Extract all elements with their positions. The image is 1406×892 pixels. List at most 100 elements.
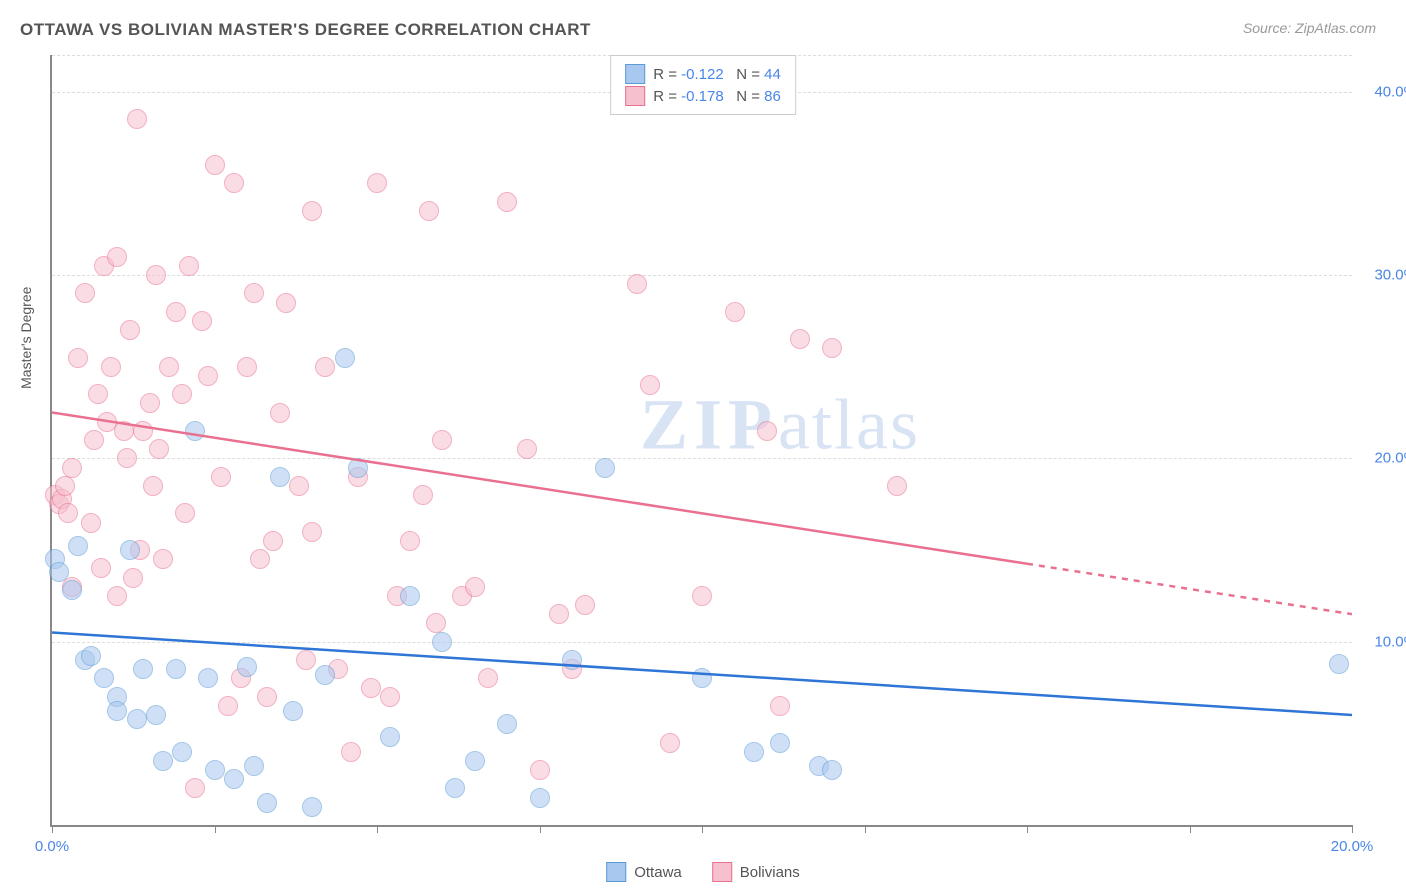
data-point — [185, 778, 205, 798]
trend-line — [1027, 564, 1352, 614]
x-tick-label: 0.0% — [35, 838, 69, 855]
data-point — [120, 320, 140, 340]
data-point — [257, 793, 277, 813]
data-point — [75, 283, 95, 303]
source-credit: Source: ZipAtlas.com — [1243, 20, 1376, 36]
watermark: ZIPatlas — [640, 383, 920, 466]
legend-swatch — [606, 862, 626, 882]
data-point — [107, 247, 127, 267]
data-point — [133, 421, 153, 441]
data-point — [244, 756, 264, 776]
legend-series: Ottawa Bolivians — [606, 862, 800, 882]
data-point — [107, 701, 127, 721]
data-point — [101, 357, 121, 377]
data-point — [725, 302, 745, 322]
x-tick — [377, 825, 378, 833]
data-point — [198, 366, 218, 386]
legend-stats-row: R = -0.178 N = 86 — [625, 86, 781, 106]
data-point — [127, 709, 147, 729]
chart-title: OTTAWA VS BOLIVIAN MASTER'S DEGREE CORRE… — [20, 20, 591, 40]
data-point — [84, 430, 104, 450]
data-point — [348, 458, 368, 478]
y-tick-label: 40.0% — [1374, 83, 1406, 100]
data-point — [117, 448, 137, 468]
data-point — [58, 503, 78, 523]
data-point — [224, 173, 244, 193]
data-point — [575, 595, 595, 615]
x-tick — [1027, 825, 1028, 833]
data-point — [270, 403, 290, 423]
legend-swatch — [625, 86, 645, 106]
x-tick — [215, 825, 216, 833]
data-point — [302, 797, 322, 817]
data-point — [289, 476, 309, 496]
data-point — [159, 357, 179, 377]
data-point — [149, 439, 169, 459]
data-point — [257, 687, 277, 707]
data-point — [413, 485, 433, 505]
legend-series-label: Bolivians — [740, 864, 800, 881]
data-point — [426, 613, 446, 633]
data-point — [198, 668, 218, 688]
legend-swatch — [712, 862, 732, 882]
data-point — [127, 109, 147, 129]
data-point — [237, 357, 257, 377]
data-point — [335, 348, 355, 368]
legend-series-item: Ottawa — [606, 862, 682, 882]
data-point — [166, 302, 186, 322]
gridline — [52, 458, 1352, 459]
watermark-atlas: atlas — [778, 384, 920, 464]
data-point — [1329, 654, 1349, 674]
data-point — [790, 329, 810, 349]
data-point — [49, 562, 69, 582]
data-point — [400, 531, 420, 551]
data-point — [400, 586, 420, 606]
data-point — [146, 265, 166, 285]
data-point — [224, 769, 244, 789]
data-point — [595, 458, 615, 478]
data-point — [211, 467, 231, 487]
data-point — [88, 384, 108, 404]
data-point — [114, 421, 134, 441]
data-point — [517, 439, 537, 459]
legend-stats-row: R = -0.122 N = 44 — [625, 64, 781, 84]
data-point — [822, 760, 842, 780]
y-tick-label: 30.0% — [1374, 267, 1406, 284]
source-label: Source: — [1243, 20, 1295, 36]
data-point — [55, 476, 75, 496]
data-point — [822, 338, 842, 358]
data-point — [143, 476, 163, 496]
data-point — [549, 604, 569, 624]
data-point — [283, 701, 303, 721]
data-point — [562, 650, 582, 670]
data-point — [296, 650, 316, 670]
x-tick — [1190, 825, 1191, 833]
data-point — [627, 274, 647, 294]
data-point — [81, 513, 101, 533]
data-point — [244, 283, 264, 303]
data-point — [887, 476, 907, 496]
data-point — [770, 733, 790, 753]
data-point — [432, 632, 452, 652]
data-point — [68, 348, 88, 368]
plot-area: ZIPatlas 10.0%20.0%30.0%40.0%0.0%20.0% — [50, 55, 1352, 827]
data-point — [478, 668, 498, 688]
data-point — [120, 540, 140, 560]
data-point — [445, 778, 465, 798]
data-point — [757, 421, 777, 441]
legend-stats-text: R = -0.122 N = 44 — [653, 66, 781, 83]
data-point — [192, 311, 212, 331]
data-point — [660, 733, 680, 753]
data-point — [153, 751, 173, 771]
data-point — [367, 173, 387, 193]
data-point — [107, 586, 127, 606]
data-point — [179, 256, 199, 276]
data-point — [153, 549, 173, 569]
source-name: ZipAtlas.com — [1295, 20, 1376, 36]
data-point — [205, 760, 225, 780]
gridline — [52, 642, 1352, 643]
data-point — [123, 568, 143, 588]
data-point — [361, 678, 381, 698]
data-point — [432, 430, 452, 450]
data-point — [530, 788, 550, 808]
